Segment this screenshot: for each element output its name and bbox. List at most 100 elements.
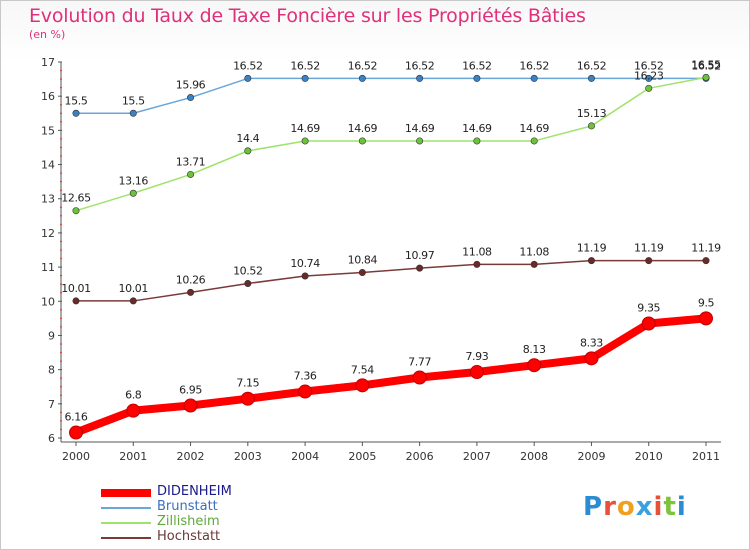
y-minor-tick [60,112,62,115]
data-label-didenheim: 7.54 [351,363,374,376]
data-point-hochstatt [72,297,80,305]
data-point-hochstatt [244,279,252,287]
data-point-didenheim [699,311,713,326]
data-point-zillisheim [244,147,252,155]
data-point-brunstatt [358,74,366,82]
data-label-hochstatt: 10.01 [61,282,91,295]
y-minor-tick [60,291,62,294]
y-minor-tick [60,274,62,277]
data-label-brunstatt: 16.52 [634,59,664,72]
y-tick-label: 11 [41,261,55,274]
logo-letter: x [635,492,654,522]
logo-letter: i [676,492,687,522]
y-minor-tick [60,146,62,149]
data-point-hochstatt [358,269,366,277]
data-label-hochstatt: 10.84 [348,254,378,267]
data-label-didenheim: 6.16 [65,411,88,424]
data-point-didenheim [584,351,599,366]
data-point-brunstatt [587,74,595,82]
data-label-zillisheim: 14.69 [519,122,549,135]
y-tick-label: 13 [41,193,55,206]
y-minor-tick [60,343,62,345]
legend-swatch [101,537,151,539]
y-minor-tick [60,189,62,192]
y-minor-tick [60,155,62,157]
data-point-hochstatt [530,260,538,268]
data-point-didenheim [412,370,427,385]
legend-label: DIDENHEIM [157,484,232,499]
x-tick-label: 2000 [62,450,90,463]
data-point-brunstatt [416,74,424,82]
data-point-didenheim [126,403,141,418]
data-point-hochstatt [416,264,424,272]
y-minor-tick [60,172,62,174]
series-line-zillisheim [75,76,707,212]
y-tick-label: 14 [41,159,55,172]
y-minor-tick [60,420,62,422]
data-point-hochstatt [645,257,653,265]
data-point-zillisheim [187,170,195,178]
data-label-hochstatt: 10.26 [176,273,206,286]
data-label-zillisheim: 13.71 [176,155,206,168]
logo-letter: i [653,492,664,522]
data-point-didenheim [69,425,83,440]
y-tick-label: 6 [48,432,55,445]
data-label-brunstatt: 16.52 [348,59,378,72]
legend-label: Brunstatt [157,499,218,514]
chart-title: Evolution du Taux de Taxe Foncière sur l… [29,5,586,27]
data-label-brunstatt: 15.5 [122,94,145,107]
legend-label: Hochstatt [157,529,221,544]
data-label-zillisheim: 14.69 [290,122,320,135]
y-tick-label: 10 [41,295,55,308]
data-point-zillisheim [530,137,538,145]
y-tick-label: 12 [41,227,55,240]
data-point-didenheim [469,365,484,380]
data-label-didenheim: 7.15 [236,377,259,390]
logo-letter: r [603,492,617,522]
data-point-zillisheim [72,207,80,215]
y-tick-label: 17 [41,56,55,69]
data-point-hochstatt [473,260,481,268]
data-label-brunstatt: 16.52 [462,59,492,72]
y-minor-tick [60,257,62,260]
data-point-zillisheim [358,137,366,145]
y-minor-tick [60,249,62,251]
series-line-hochstatt [75,259,707,302]
data-point-hochstatt [587,257,595,265]
logo-letter: o [616,492,636,522]
data-point-zillisheim [645,84,653,92]
y-minor-tick [60,394,62,397]
logo-letter: t [663,492,677,522]
logo-letter: P [583,492,604,522]
data-point-didenheim [183,398,198,413]
legend-swatch [101,507,151,509]
series-line-brunstatt [75,77,707,115]
data-label-zillisheim: 14.69 [405,122,435,135]
y-minor-tick [60,223,62,226]
y-minor-tick [60,69,62,72]
data-label-didenheim: 6.8 [125,389,142,402]
data-point-didenheim [641,316,656,331]
data-label-hochstatt: 11.19 [634,242,664,255]
data-label-didenheim: 8.13 [523,343,546,356]
data-point-brunstatt [301,74,309,82]
x-tick-label: 2003 [234,450,262,463]
data-point-brunstatt [72,109,80,117]
data-label-hochstatt: 10.97 [405,249,435,262]
data-point-zillisheim [301,137,309,145]
data-label-didenheim: 7.93 [465,350,488,363]
y-minor-tick [60,360,62,362]
data-label-hochstatt: 11.08 [462,245,492,258]
y-tick-label: 15 [41,124,55,137]
data-label-hochstatt: 11.19 [577,242,607,255]
proxiti-logo: Proxiti [583,492,687,522]
data-point-hochstatt [129,297,137,305]
data-point-zillisheim [416,137,424,145]
data-label-didenheim: 8.33 [580,336,603,349]
data-point-zillisheim [473,137,481,145]
y-minor-tick [60,283,62,286]
x-tick-label: 2006 [406,450,434,463]
data-point-brunstatt [530,74,538,82]
